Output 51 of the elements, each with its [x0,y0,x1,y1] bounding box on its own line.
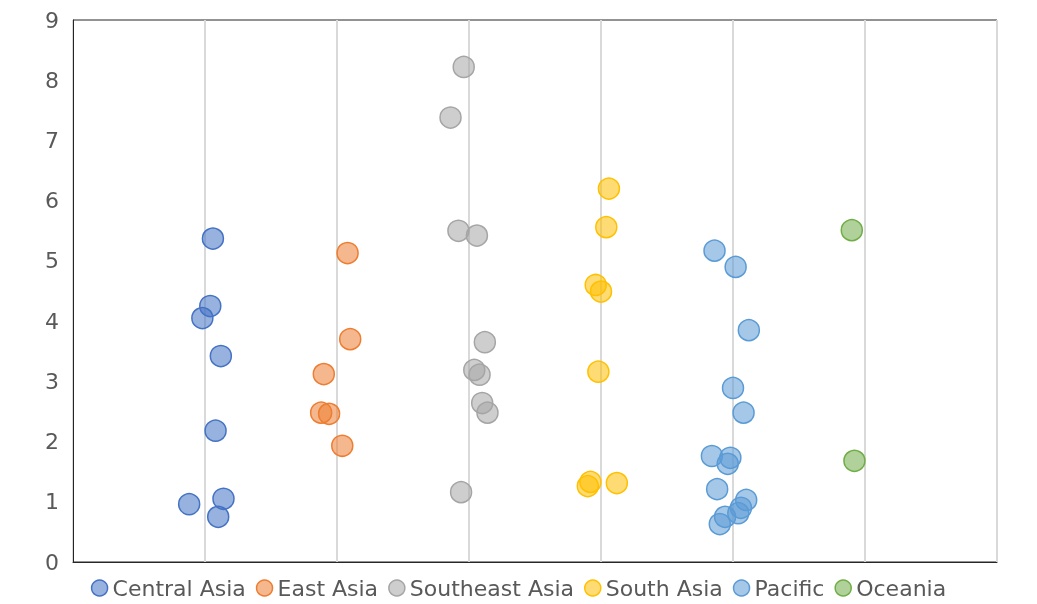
y-tick-label: 9 [45,7,59,33]
legend-label: South Asia [605,575,723,601]
point [468,363,491,386]
legend-label: East Asia [277,575,379,601]
point [732,401,755,424]
legend-label: Central Asia [112,575,246,601]
point [204,419,227,442]
point [840,218,864,242]
point [317,402,341,426]
point [721,376,745,400]
point [449,480,473,504]
point [597,177,621,200]
point [705,477,729,501]
point [465,224,489,247]
point [703,239,726,262]
point [209,344,233,368]
y-tick-label: 8 [45,67,59,93]
point [336,241,359,265]
point [734,488,758,512]
legend-label: Oceania [856,575,947,601]
point [473,330,497,354]
point [199,294,222,318]
y-tick-label: 7 [45,127,59,153]
point [447,219,470,243]
y-tick-label: 5 [45,248,59,274]
point [331,434,354,458]
point [177,492,201,516]
point [212,487,235,511]
y-tick-label: 3 [45,368,59,394]
point [843,449,866,473]
y-tick-label: 4 [45,308,59,334]
point [201,227,225,250]
point [595,215,618,239]
point [338,327,362,351]
point [589,280,613,303]
point [206,505,230,529]
point [476,401,499,424]
point [605,471,629,495]
legend-label: Southeast Asia [409,575,574,601]
y-tick-label: 0 [45,549,59,575]
point [452,55,475,79]
point [439,106,462,129]
legend-label: Pacific [754,575,825,601]
point [724,255,747,279]
y-tick-label: 1 [45,489,59,515]
point [719,446,742,470]
y-tick-label: 6 [45,188,59,214]
point [737,318,761,342]
y-tick-label: 2 [45,429,59,455]
point [587,360,610,383]
point [312,362,336,386]
